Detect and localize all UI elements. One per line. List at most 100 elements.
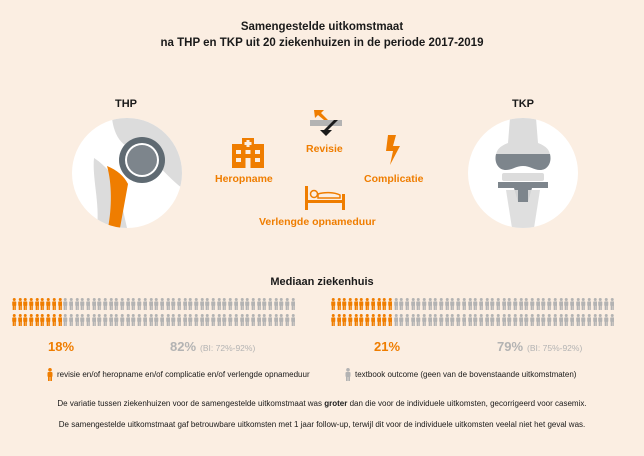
person-icon — [165, 314, 170, 326]
person-icon — [558, 314, 563, 326]
lightning-icon — [386, 135, 400, 165]
person-icon — [12, 314, 17, 326]
person-icon — [353, 298, 359, 310]
person-icon — [234, 314, 239, 326]
person-icon — [245, 314, 250, 326]
thp-orange-percentage: 18% — [48, 339, 75, 354]
person-icon — [245, 298, 250, 310]
person-icon — [131, 314, 136, 326]
legend-orange: revisie en/of heropname en/of complicati… — [47, 368, 310, 381]
person-icon — [290, 314, 295, 326]
person-icon — [444, 314, 450, 326]
person-icon — [57, 314, 62, 326]
person-icon — [69, 298, 74, 310]
person-icon — [239, 298, 244, 310]
person-icon — [553, 298, 558, 310]
person-icon — [40, 298, 45, 310]
person-icon — [148, 314, 153, 326]
legend-grey-text: textbook outcome (geen van de bovenstaan… — [355, 370, 577, 379]
person-icon — [592, 314, 597, 326]
person-icon — [23, 314, 28, 326]
person-icon — [262, 314, 267, 326]
people-row — [12, 296, 314, 312]
person-icon — [86, 298, 91, 310]
person-icon — [405, 298, 410, 310]
person-icon — [285, 298, 290, 310]
person-icon — [234, 298, 239, 310]
person-icon — [467, 314, 472, 326]
person-icon — [154, 314, 159, 326]
thp-grey-percentage: 82% (BI: 72%-92%) — [170, 339, 255, 354]
person-icon — [216, 298, 222, 310]
person-icon — [439, 298, 444, 310]
person-icon — [12, 298, 17, 310]
person-icon — [63, 298, 68, 310]
person-icon — [228, 298, 233, 310]
grey-person-icon — [345, 368, 351, 381]
person-icon — [410, 298, 415, 310]
person-icon — [239, 314, 244, 326]
person-icon — [120, 314, 125, 326]
person-icon — [331, 298, 336, 310]
person-icon — [558, 298, 563, 310]
person-icon — [279, 298, 284, 310]
person-icon — [422, 298, 427, 310]
hospital-bed-icon — [305, 186, 345, 210]
person-icon — [501, 314, 506, 326]
person-icon — [165, 298, 170, 310]
person-icon — [268, 298, 273, 310]
person-icon — [496, 298, 501, 310]
person-icon — [69, 314, 74, 326]
person-icon — [40, 314, 45, 326]
person-icon — [604, 298, 609, 310]
person-icon — [273, 314, 278, 326]
person-icon — [199, 298, 204, 310]
person-icon — [74, 298, 79, 310]
person-icon — [154, 298, 159, 310]
person-icon — [462, 298, 467, 310]
tkp-label: TKP — [512, 98, 534, 110]
person-icon — [444, 298, 450, 310]
person-icon — [359, 298, 364, 310]
person-icon — [342, 298, 347, 310]
person-icon — [125, 298, 131, 310]
person-icon — [604, 314, 609, 326]
person-icon — [80, 314, 85, 326]
person-icon — [205, 298, 210, 310]
person-icon — [518, 314, 523, 326]
person-icon — [114, 298, 119, 310]
people-row — [12, 312, 314, 328]
person-icon — [74, 314, 79, 326]
person-icon — [581, 314, 586, 326]
person-icon — [570, 314, 575, 326]
person-icon — [194, 298, 199, 310]
person-icon — [285, 314, 290, 326]
person-icon — [507, 298, 512, 310]
person-icon — [439, 314, 444, 326]
person-icon — [410, 314, 415, 326]
person-icon — [103, 298, 108, 310]
thp-people-grid — [12, 296, 314, 328]
note-variation: De variatie tussen ziekenhuizen voor de … — [0, 399, 644, 408]
person-icon — [143, 298, 148, 310]
note-line1-bold: groter — [324, 399, 348, 408]
person-icon — [450, 314, 455, 326]
person-icon — [97, 314, 102, 326]
person-icon — [376, 298, 381, 310]
person-icon — [535, 298, 541, 310]
person-icon — [382, 298, 387, 310]
person-icon — [97, 298, 102, 310]
person-icon — [256, 314, 261, 326]
person-icon — [490, 298, 495, 310]
person-icon — [427, 314, 432, 326]
person-icon — [251, 298, 256, 310]
person-icon — [524, 298, 529, 310]
person-icon — [86, 314, 91, 326]
person-icon — [365, 314, 370, 326]
person-icon — [290, 298, 295, 310]
person-icon — [273, 298, 278, 310]
person-icon — [91, 298, 96, 310]
person-icon — [484, 314, 489, 326]
person-icon — [547, 314, 552, 326]
person-icon — [581, 298, 586, 310]
